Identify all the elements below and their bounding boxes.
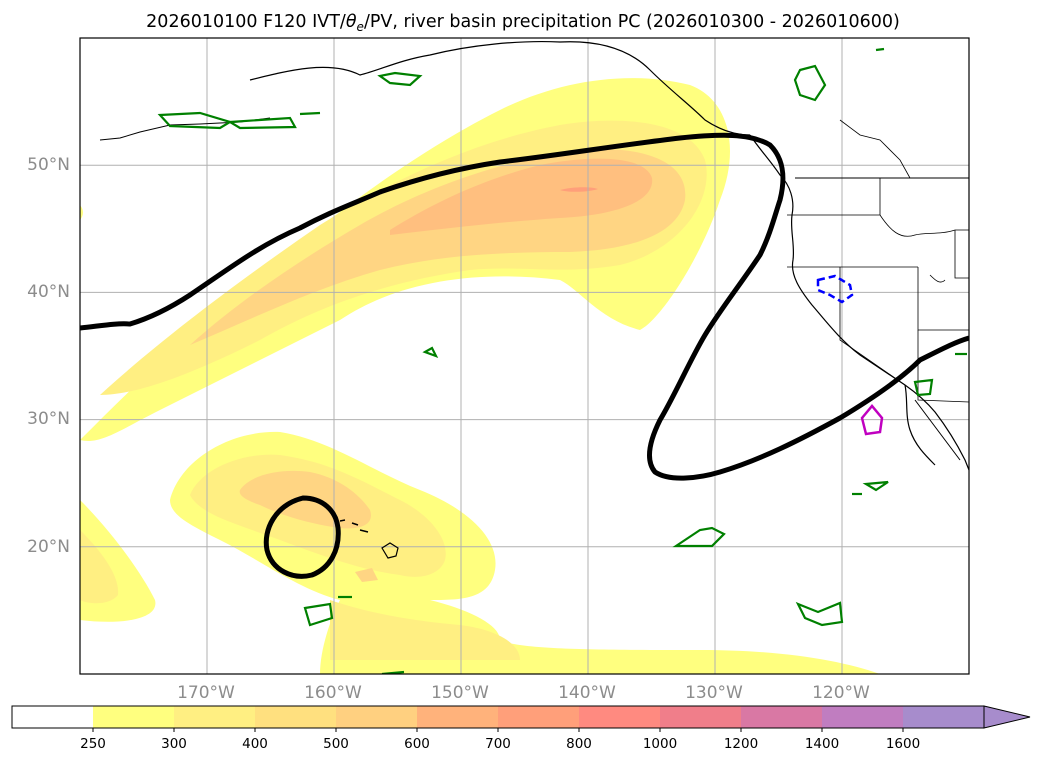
lon-tick-label: 120°W <box>812 683 870 703</box>
state-lines-ca <box>839 267 906 386</box>
precip-contour <box>303 602 334 627</box>
colorbar-segment <box>417 706 499 728</box>
ivt-shading-north <box>80 78 730 441</box>
hawaii-islands <box>339 519 369 533</box>
colorbar-tick-label: 1200 <box>724 736 758 752</box>
colorbar-tick-label: 700 <box>485 736 511 752</box>
state-lines-or-id <box>879 214 956 237</box>
lat-tick-label: 50°N <box>27 155 70 175</box>
precip-contour-magenta <box>860 404 884 436</box>
hawaii-big-island <box>381 542 399 559</box>
lake-shapes <box>929 274 946 283</box>
precip-contour <box>795 601 844 627</box>
lon-axis: 170°W 160°W 150°W 140°W 130°W 120°W <box>177 683 870 703</box>
graticule <box>80 38 969 674</box>
lon-tick-label: 150°W <box>431 683 489 703</box>
lat-tick-label: 40°N <box>27 282 70 302</box>
precip-contour <box>672 526 726 548</box>
pv-contour-cutoff-low <box>263 495 341 579</box>
lon-tick-label: 170°W <box>177 683 235 703</box>
state-lines-az <box>917 330 969 403</box>
lat-tick-label: 20°N <box>27 537 70 557</box>
pv-contour-main <box>80 132 969 481</box>
colorbar-segment <box>660 706 742 728</box>
ivt-patch-hawaii <box>355 568 378 582</box>
colorbar-segment <box>903 706 985 728</box>
colorbar-tick-label: 1000 <box>643 736 677 752</box>
lat-tick-label: 30°N <box>27 409 70 429</box>
precip-contour <box>377 71 423 87</box>
precip-contour <box>299 111 321 116</box>
figure-title: 2026010100 F120 IVT/θe/PV, river basin p… <box>146 12 900 34</box>
lon-tick-label: 130°W <box>685 683 743 703</box>
colorbar-tick-label: 1400 <box>805 736 839 752</box>
precip-contour <box>422 346 439 358</box>
precip-contour <box>157 111 233 130</box>
colorbar-segment <box>741 706 823 728</box>
ivt-contour-300-south-b <box>330 600 520 660</box>
colorbar-segment <box>93 706 175 728</box>
colorbar-tick-label: 400 <box>242 736 268 752</box>
precip-contour <box>226 116 297 130</box>
precip-contour <box>862 480 889 492</box>
baja-coast <box>904 384 936 466</box>
colorbar-segment <box>579 706 661 728</box>
bc-interior <box>839 119 911 179</box>
colorbar-tick-label: 600 <box>404 736 430 752</box>
lon-tick-label: 140°W <box>558 683 616 703</box>
precip-contour-blue-dashed <box>816 274 854 304</box>
colorbar-extend-arrow <box>983 705 1031 729</box>
lon-tick-label: 160°W <box>304 683 362 703</box>
state-lines-id <box>954 229 969 279</box>
colorbar-segment <box>12 706 94 728</box>
colorbar-segment <box>255 706 337 728</box>
precip-contour <box>913 378 934 397</box>
colorbar-segment <box>174 706 256 728</box>
ivt-contour-500 <box>390 158 653 235</box>
gulf-of-california <box>914 399 961 461</box>
colorbar-segment <box>822 706 904 728</box>
alaska-coast <box>249 40 751 136</box>
ivt-contour-300-west <box>80 530 119 604</box>
precip-contour <box>793 64 827 102</box>
pv-contours <box>80 132 969 579</box>
ivt-edge-patch <box>80 205 83 220</box>
precip-contours-green <box>157 47 967 674</box>
colorbar-tick-label: 250 <box>80 736 106 752</box>
colorbar: 250 300 400 500 600 700 800 1000 1200 1400 1600 <box>11 705 1031 752</box>
map-frame <box>79 37 970 675</box>
colorbar-segment <box>498 706 580 728</box>
colorbar-tick-label: 1600 <box>886 736 920 752</box>
colorbar-segment <box>336 706 418 728</box>
lat-axis: 20°N 30°N 40°N 50°N <box>27 155 70 557</box>
colorbar-tick-label: 300 <box>161 736 187 752</box>
west-coast <box>749 134 969 471</box>
precip-contour <box>875 47 885 52</box>
colorbar-tick-label: 800 <box>566 736 592 752</box>
colorbar-tick-label: 500 <box>323 736 349 752</box>
map-area <box>80 38 969 674</box>
